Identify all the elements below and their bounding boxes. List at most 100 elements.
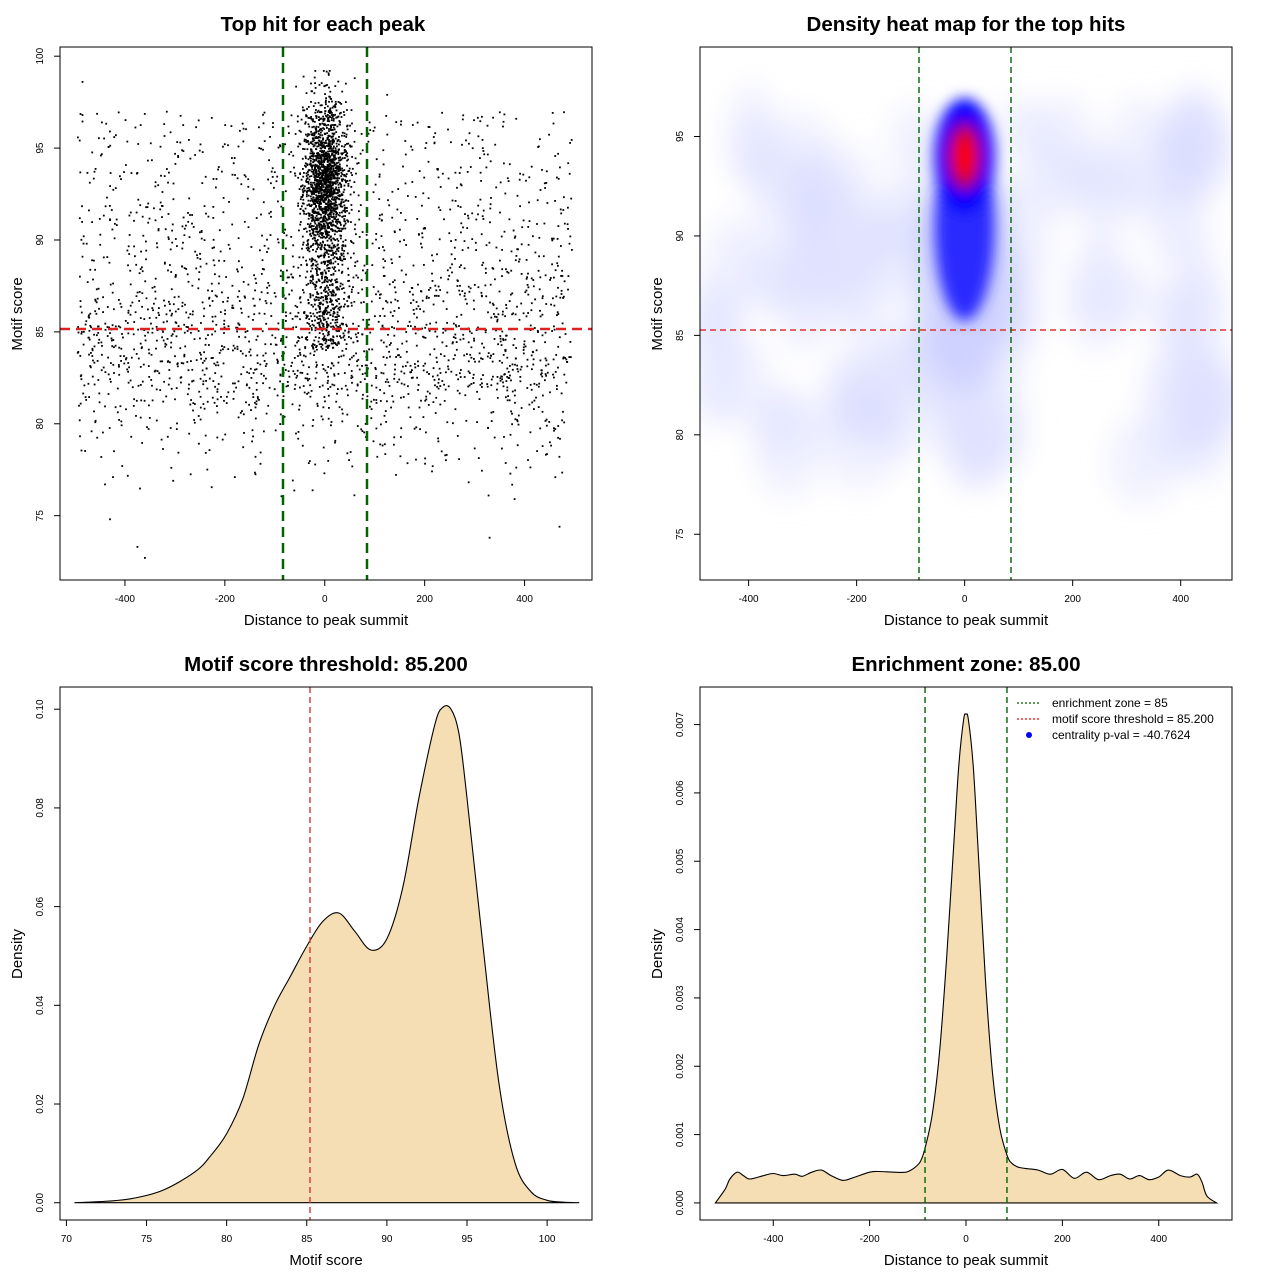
scatter-point	[286, 276, 289, 279]
scatter-point	[135, 415, 137, 417]
scatter-point	[536, 199, 539, 202]
scatter-point	[562, 297, 564, 299]
scatter-point	[324, 84, 327, 87]
scatter-point	[165, 395, 168, 398]
scatter-point	[480, 294, 483, 297]
scatter-point	[309, 222, 312, 225]
scatter-point	[341, 134, 343, 137]
scatter-point	[490, 384, 493, 387]
scatter-point	[329, 124, 332, 127]
scatter-point	[343, 220, 346, 222]
scatter-point	[414, 366, 417, 369]
scatter-point	[318, 224, 320, 227]
scatter-point	[536, 450, 538, 452]
scatter-point	[313, 176, 316, 179]
scatter-point	[332, 364, 335, 367]
scatter-point	[338, 269, 340, 272]
scatter-point	[364, 423, 367, 425]
scatter-point	[425, 398, 428, 401]
scatter-point	[347, 394, 349, 397]
scatter-point	[337, 287, 340, 290]
scatter-point	[309, 152, 312, 155]
scatter-point	[204, 175, 207, 178]
scatter-point	[546, 371, 549, 374]
scatter-point	[300, 196, 303, 198]
scatter-point	[175, 387, 178, 389]
scatter-point	[481, 358, 484, 360]
scatter-point	[91, 349, 94, 352]
scatter-point	[334, 170, 337, 172]
scatter-point	[327, 201, 330, 204]
scatter-point	[416, 376, 418, 379]
scatter-point	[211, 333, 213, 336]
scatter-point	[320, 213, 322, 216]
scatter-point	[304, 155, 307, 158]
scatter-point	[147, 428, 150, 430]
scatter-point	[468, 384, 471, 387]
scatter-point	[291, 255, 294, 258]
scatter-point	[316, 156, 319, 158]
scatter-point	[527, 312, 529, 314]
scatter-point	[557, 286, 559, 289]
scatter-point	[307, 391, 310, 394]
scatter-point	[467, 341, 470, 344]
scatter-point	[549, 277, 552, 279]
scatter-point	[480, 378, 483, 381]
scatter-point	[334, 270, 337, 272]
scatter-point	[127, 381, 130, 384]
scatter-point	[127, 370, 129, 373]
scatter-point	[503, 162, 505, 165]
scatter-point	[362, 393, 364, 396]
scatter-point	[473, 119, 475, 122]
scatter-point	[280, 339, 282, 342]
scatter-point	[353, 494, 356, 497]
scatter-point	[564, 357, 566, 359]
scatter-point	[316, 202, 319, 204]
scatter-point	[292, 326, 295, 329]
scatter-point	[166, 361, 169, 363]
scatter-point	[332, 272, 335, 275]
scatter-point	[327, 379, 329, 382]
scatter-point	[447, 385, 450, 388]
scatter-point	[384, 381, 387, 383]
scatter-point	[307, 182, 310, 185]
scatter-point	[135, 263, 138, 266]
scatter-point	[530, 165, 533, 168]
scatter-point	[331, 149, 334, 152]
scatter-point	[499, 181, 502, 184]
scatter-point	[468, 372, 471, 374]
scatter-point	[328, 172, 331, 175]
scatter-point	[345, 154, 348, 156]
scatter-point	[79, 375, 82, 378]
scatter-point	[313, 298, 316, 301]
scatter-point	[320, 104, 323, 107]
scatter-point	[368, 318, 371, 321]
scatter-point	[330, 200, 332, 203]
scatter-point	[479, 171, 482, 174]
scatter-point	[351, 174, 353, 176]
scatter-point	[310, 155, 313, 157]
scatter-point	[515, 466, 518, 469]
scatter-point	[355, 336, 358, 338]
scatter-point	[369, 331, 372, 334]
scatter-point	[553, 276, 555, 279]
scatter-point	[208, 377, 211, 380]
x-tick-label: 200	[1054, 1234, 1071, 1245]
scatter-point	[315, 199, 318, 202]
scatter-point	[413, 312, 416, 315]
scatter-point	[463, 295, 466, 297]
scatter-point	[321, 220, 324, 223]
scatter-point	[91, 347, 94, 350]
scatter-point	[313, 236, 316, 239]
scatter-point	[505, 380, 508, 382]
scatter-point	[554, 200, 556, 202]
scatter-point	[326, 251, 328, 254]
scatter-point	[424, 462, 426, 465]
scatter-point	[505, 307, 508, 310]
scatter-point	[527, 243, 530, 246]
scatter-point	[537, 385, 540, 388]
scatter-point	[115, 224, 118, 226]
scatter-point	[425, 395, 428, 398]
scatter-point	[306, 315, 309, 317]
scatter-point	[328, 86, 330, 89]
